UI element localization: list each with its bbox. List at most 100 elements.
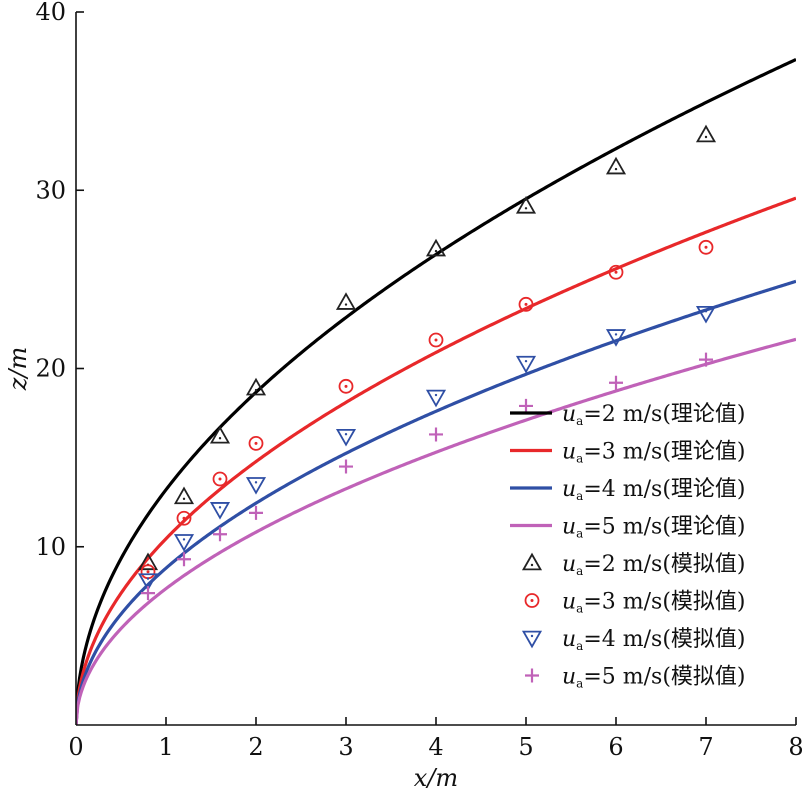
data-point-s3-6	[425, 389, 447, 408]
data-point-s3-1	[137, 573, 159, 591]
legend: ua=2 m/s(理论值)ua=3 m/s(理论值)ua=4 m/s(理论值)u…	[510, 402, 745, 691]
data-point-s1-4-dot	[254, 388, 258, 392]
legend-marker-4	[525, 668, 539, 683]
data-point-s1-5-shape	[335, 292, 357, 310]
legend-label-scatter-1-rest: =2 m/s(模拟值)	[583, 552, 745, 577]
data-point-s3-7-shape	[515, 355, 537, 374]
legend-label-curve-4-rest: =5 m/s(理论值)	[583, 515, 745, 540]
data-point-s4-2	[177, 552, 191, 567]
data-point-s3-9	[695, 305, 717, 324]
data-point-s2-5	[338, 378, 354, 394]
data-point-s3-1-dot	[146, 577, 150, 580]
legend-label-curve-2-sub: a	[576, 452, 583, 466]
data-point-s1-7	[515, 195, 537, 214]
data-point-s4-3	[213, 527, 227, 542]
data-point-s1-9-dot	[704, 135, 708, 139]
data-point-s2-8-shape	[608, 264, 624, 280]
legend-label-curve-4: ua=5 m/s(理论值)	[562, 515, 745, 541]
data-point-s1-7-dot	[524, 207, 528, 210]
legend-marker-3	[521, 630, 543, 649]
data-point-s4-7	[519, 398, 533, 413]
legend-label-scatter-2-var: u	[562, 590, 576, 615]
data-point-s2-6	[428, 332, 444, 348]
legend-marker-2-shape	[524, 593, 540, 608]
data-point-s1-4-shape	[245, 377, 267, 396]
legend-label-scatter-2-rest: =3 m/s(模拟值)	[583, 590, 745, 615]
legend-label-scatter-4-var: u	[562, 665, 576, 690]
data-point-s4-6	[429, 427, 443, 442]
data-point-s2-7	[518, 296, 534, 312]
data-point-s4-3-shape	[213, 527, 227, 542]
axes: 0 1 2 3 4 5 6 7 8 10 20 30 40 x/m z/m	[4, 0, 804, 792]
legend-marker-1	[521, 552, 543, 571]
data-point-s1-6	[425, 238, 447, 257]
data-point-s3-9-shape	[695, 305, 717, 324]
data-point-s3-6-shape	[425, 389, 447, 408]
data-point-s3-3-shape	[209, 502, 231, 520]
legend-marker-1-shape	[521, 552, 543, 571]
data-point-s4-1-shape	[141, 586, 155, 601]
theory-curves	[76, 58, 796, 725]
data-point-s1-3-dot	[218, 437, 222, 440]
data-point-s3-4	[245, 477, 267, 495]
x-tick-label-1: 1	[158, 733, 173, 761]
legend-marker-2-dot	[530, 599, 534, 602]
data-point-s2-3	[212, 471, 228, 487]
data-point-s1-8-dot	[614, 167, 618, 171]
data-point-s3-4-shape	[245, 477, 267, 495]
data-point-s3-7-dot	[524, 359, 528, 363]
data-point-s1-8-shape	[605, 156, 627, 175]
legend-marker-1-dot	[530, 563, 534, 567]
y-axis-label: z/m	[4, 347, 32, 392]
legend-marker-3-dot	[530, 634, 534, 638]
data-point-s2-7-shape	[518, 296, 534, 312]
x-tick-label-3: 3	[338, 733, 353, 761]
data-point-s1-5	[335, 292, 357, 310]
legend-label-curve-3-sub: a	[576, 489, 583, 503]
data-point-s2-7-dot	[524, 302, 528, 306]
data-point-s3-3-dot	[218, 506, 222, 509]
legend-label-curve-4-sub: a	[576, 527, 583, 541]
legend-label-scatter-1-var: u	[562, 552, 576, 577]
data-point-s3-9-dot	[704, 310, 708, 313]
legend-label-curve-1-var: u	[562, 402, 576, 427]
data-point-s3-2-shape	[173, 534, 195, 552]
data-point-s2-5-shape	[338, 378, 354, 394]
data-point-s4-8-shape	[609, 375, 623, 390]
data-point-s1-4	[245, 377, 267, 396]
legend-label-scatter-4-rest: =5 m/s(模拟值)	[583, 665, 745, 690]
legend-label-scatter-2-sub: a	[576, 602, 583, 616]
legend-label-curve-3: ua=4 m/s(理论值)	[562, 477, 745, 503]
data-point-s4-1	[141, 586, 155, 601]
data-point-s1-6-dot	[434, 249, 438, 253]
data-point-s3-8	[605, 329, 627, 347]
x-tick-label-2: 2	[248, 733, 263, 761]
data-point-s3-2	[173, 534, 195, 552]
data-point-s4-5-shape	[339, 459, 353, 474]
marker-series-3	[137, 305, 717, 591]
x-tick-label-4: 4	[428, 733, 443, 761]
x-axis-label: x/m	[414, 764, 458, 792]
data-point-s1-7-shape	[515, 195, 537, 214]
legend-label-scatter-3-rest: =4 m/s(模拟值)	[583, 627, 745, 652]
data-point-s3-7	[515, 355, 537, 374]
data-point-s3-3	[209, 502, 231, 520]
data-point-s1-5-dot	[344, 303, 348, 306]
data-point-s1-3-shape	[209, 425, 231, 444]
legend-label-scatter-3: ua=4 m/s(模拟值)	[562, 627, 745, 653]
data-point-s2-3-shape	[212, 471, 228, 487]
legend-marker-3-shape	[521, 630, 543, 649]
data-point-s3-5	[335, 428, 357, 447]
data-point-s1-3	[209, 425, 231, 444]
data-point-s1-2	[173, 486, 195, 505]
data-point-s2-6-dot	[434, 338, 438, 342]
data-point-s3-2-dot	[182, 538, 186, 541]
x-tick-label-8: 8	[788, 733, 803, 761]
data-point-s4-5	[339, 459, 353, 474]
data-point-s4-4-shape	[249, 505, 263, 520]
data-point-s2-4	[248, 435, 264, 451]
legend-label-scatter-1-sub: a	[576, 564, 583, 578]
data-point-s2-5-dot	[344, 384, 348, 388]
curve-series-3	[76, 279, 796, 725]
